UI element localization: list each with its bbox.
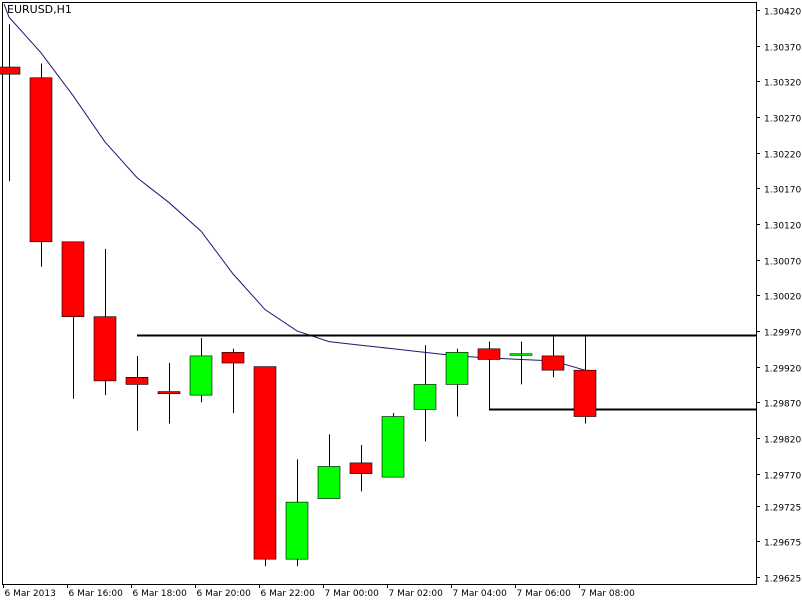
- time-tick-label: 6 Mar 22:00: [261, 589, 316, 599]
- time-tick-label: 7 Mar 06:00: [517, 589, 572, 599]
- bear-candle[interactable]: [157, 391, 181, 395]
- bear-candle[interactable]: [0, 66, 21, 75]
- price-tick-label: 1.29770: [764, 472, 801, 482]
- bear-candle[interactable]: [93, 316, 117, 382]
- price-tick-label: 1.29870: [764, 400, 801, 410]
- price-tick-label: 1.29625: [764, 575, 801, 585]
- price-tick-label: 1.29820: [764, 436, 801, 446]
- price-tick-label: 1.30020: [764, 293, 801, 303]
- time-tick-label: 6 Mar 2013: [5, 589, 56, 599]
- time-tick-label: 7 Mar 04:00: [453, 589, 508, 599]
- price-tick-label: 1.30320: [764, 79, 801, 89]
- price-tick-label: 1.30120: [764, 222, 801, 232]
- price-tick-label: 1.30270: [764, 115, 801, 125]
- price-tick-label: 1.29675: [764, 539, 801, 549]
- time-tick-label: 6 Mar 18:00: [133, 589, 188, 599]
- time-tick-label: 6 Mar 20:00: [197, 589, 252, 599]
- price-tick-label: 1.30170: [764, 186, 801, 196]
- bear-candle[interactable]: [477, 348, 501, 360]
- price-tick-label: 1.29970: [764, 329, 801, 339]
- time-tick-label: 6 Mar 16:00: [69, 589, 124, 599]
- price-tick-label: 1.30420: [764, 8, 801, 18]
- bear-candle[interactable]: [221, 352, 245, 364]
- bull-candle[interactable]: [445, 352, 469, 385]
- time-tick-label: 7 Mar 00:00: [325, 589, 380, 599]
- bull-candle[interactable]: [189, 355, 213, 396]
- price-tick-label: 1.29920: [764, 365, 801, 375]
- bear-candle[interactable]: [253, 366, 277, 560]
- bull-candle[interactable]: [381, 416, 405, 478]
- bear-candle[interactable]: [541, 355, 565, 371]
- moving-average-line: [3, 3, 586, 371]
- bear-candle[interactable]: [125, 377, 149, 385]
- time-tick-label: 7 Mar 02:00: [389, 589, 444, 599]
- plot-frame: [2, 2, 757, 585]
- price-tick-label: 1.30070: [764, 258, 801, 268]
- price-tick-label: 1.29725: [764, 504, 801, 514]
- bear-candle[interactable]: [573, 369, 597, 417]
- bull-candle[interactable]: [413, 384, 437, 410]
- time-tick-label: 7 Mar 08:00: [581, 589, 636, 599]
- bull-candle[interactable]: [509, 353, 533, 356]
- symbol-title: EURUSD,H1: [7, 3, 72, 16]
- price-tick-label: 1.30370: [764, 44, 801, 54]
- bear-candle[interactable]: [61, 241, 85, 317]
- price-tick-label: 1.30220: [764, 151, 801, 161]
- bear-candle[interactable]: [349, 462, 373, 474]
- bull-candle[interactable]: [317, 466, 341, 499]
- bull-candle[interactable]: [285, 501, 309, 560]
- bear-candle[interactable]: [29, 77, 53, 243]
